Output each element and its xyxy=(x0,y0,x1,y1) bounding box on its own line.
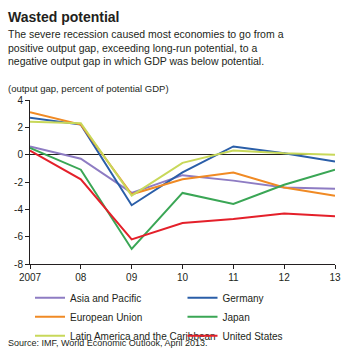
svg-text:13: 13 xyxy=(329,272,341,283)
svg-text:2007: 2007 xyxy=(19,272,42,283)
svg-text:Source: IMF, World Economic Ou: Source: IMF, World Economic Outlook, Apr… xyxy=(8,338,207,348)
svg-text:United States: United States xyxy=(223,331,283,342)
svg-text:-4: -4 xyxy=(14,204,23,215)
svg-text:-2: -2 xyxy=(14,177,23,188)
svg-text:4: 4 xyxy=(17,95,23,106)
svg-text:11: 11 xyxy=(228,272,239,283)
svg-text:08: 08 xyxy=(75,272,87,283)
svg-text:12: 12 xyxy=(279,272,291,283)
svg-text:Germany: Germany xyxy=(223,293,264,304)
svg-text:10: 10 xyxy=(177,272,189,283)
svg-text:-8: -8 xyxy=(14,259,23,270)
svg-text:Asia and Pacific: Asia and Pacific xyxy=(70,293,141,304)
svg-text:Latin America and the Caribbea: Latin America and the Caribbean xyxy=(70,330,216,342)
svg-text:(output gap, percent of potent: (output gap, percent of potential GDP) xyxy=(8,83,169,94)
svg-text:0: 0 xyxy=(17,149,23,160)
svg-text:The severe recession caused mo: The severe recession caused most economi… xyxy=(8,28,284,67)
svg-text:European Union: European Union xyxy=(70,312,142,323)
svg-text:Wasted potential: Wasted potential xyxy=(8,9,120,25)
svg-text:-6: -6 xyxy=(14,231,23,242)
svg-text:Japan: Japan xyxy=(223,312,250,323)
svg-text:2: 2 xyxy=(17,122,23,133)
svg-text:09: 09 xyxy=(126,272,138,283)
